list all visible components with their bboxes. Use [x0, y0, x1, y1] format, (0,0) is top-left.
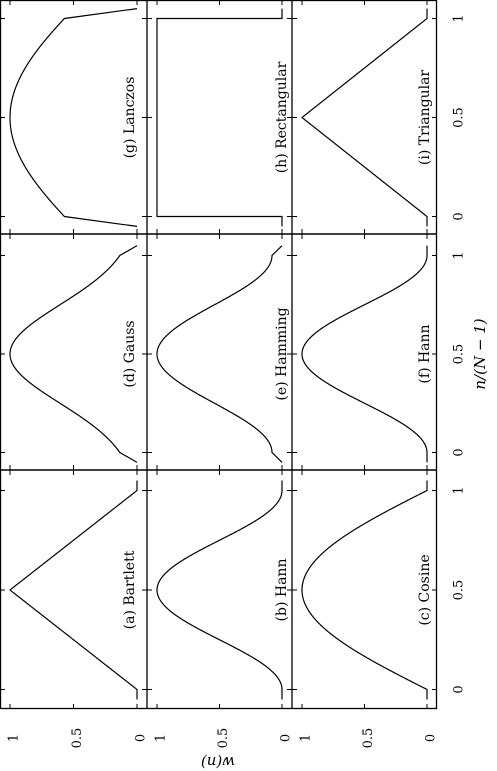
- panel-cosine: (c) Cosine 0 0.5 1 0 0.5 1: [292, 470, 467, 748]
- panel-label: (e) Hamming: [274, 307, 290, 400]
- y-tick-label: 1: [299, 734, 314, 742]
- series-line-bartlett: [9, 480, 138, 700]
- series-line-hann: [301, 245, 428, 463]
- x-tick-label: 1: [452, 14, 467, 22]
- series-line-triangular: [301, 8, 428, 227]
- panel-label: (i) Triangular: [417, 70, 433, 166]
- y-tick-label: 1: [154, 734, 169, 742]
- panel-label: (c) Cosine: [417, 554, 433, 625]
- panel-hann: (f) Hann 0 0.5 1: [292, 234, 467, 470]
- x-tick-label: 1: [452, 486, 467, 494]
- panel-hamming: (e) Hamming: [147, 234, 292, 470]
- y-tick-label: 0: [424, 734, 439, 742]
- series-line-lanczos: [9, 8, 138, 227]
- panel-hann: (b) Hann 0 0.5 1: [147, 470, 294, 748]
- panel-label: (h) Rectangular: [274, 61, 290, 173]
- series-line-rectangular: [156, 8, 283, 227]
- y-tick-label: 0.5: [361, 728, 376, 749]
- panel-lanczos: (g) Lanczos: [0, 0, 147, 234]
- y-tick-label: 1: [7, 734, 22, 742]
- x-tick-label: 0.5: [452, 344, 467, 365]
- x-tick-label: 0.5: [452, 107, 467, 128]
- panel-label: (a) Bartlett: [122, 550, 138, 629]
- panel-triangular: (i) Triangular 0 0.5 1: [292, 0, 467, 234]
- y-axis-label: w(n): [201, 753, 235, 771]
- panel-label: (d) Gauss: [122, 320, 138, 387]
- panel-gauss: (d) Gauss: [0, 234, 147, 470]
- panel-label: (b) Hann: [274, 559, 290, 622]
- series-line-hamming: [156, 245, 283, 463]
- series-line-gauss: [9, 245, 138, 463]
- panel-label: (f) Hann: [417, 324, 433, 383]
- y-tick-label: 0: [279, 734, 294, 742]
- x-tick-label: 0.5: [452, 580, 467, 601]
- panel-bartlett: (a) Bartlett 0 0.5 1: [0, 470, 149, 748]
- x-axis-label: n/(N − 1): [471, 318, 489, 389]
- y-tick-label: 0.5: [216, 728, 231, 749]
- plot-border: [0, 0, 438, 710]
- panel-rectangular: (h) Rectangular: [147, 0, 292, 234]
- y-tick-label: 0: [134, 734, 149, 742]
- x-tick-label: 1: [452, 251, 467, 259]
- x-tick-label: 0: [452, 212, 467, 220]
- x-tick-label: 0: [452, 448, 467, 456]
- x-tick-label: 0: [452, 685, 467, 693]
- series-line-cosine: [301, 480, 428, 700]
- series-line-hann: [156, 480, 283, 700]
- panel-label: (g) Lanczos: [122, 77, 138, 159]
- y-tick-label: 0.5: [70, 728, 85, 749]
- panel-frame: [0, 0, 438, 710]
